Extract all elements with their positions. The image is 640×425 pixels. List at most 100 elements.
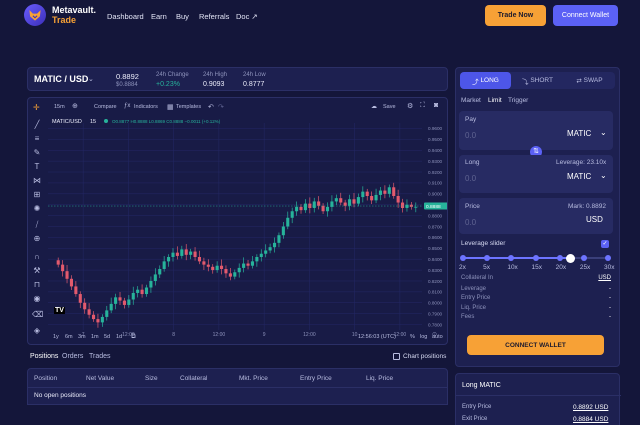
cloud-icon[interactable]: ☁ (371, 104, 377, 110)
candle-body (136, 289, 140, 293)
settings-gear-icon[interactable]: ⚙ (407, 103, 414, 110)
chevron-down-icon[interactable]: ⌄ (88, 76, 94, 83)
timeframe-3m[interactable]: 3m (78, 334, 86, 340)
candle-body (250, 261, 254, 266)
leverage-tick-label[interactable]: 10x (507, 264, 518, 271)
nav-dashboard[interactable]: Dashboard (107, 12, 144, 21)
price-field[interactable]: Price Mark: 0.8892 0.0 USD (459, 198, 613, 234)
leverage-tick-label[interactable]: 2x (459, 264, 466, 271)
pay-amount-input[interactable]: 0.0 (465, 131, 477, 140)
tab-trades[interactable]: Trades (89, 353, 111, 360)
timeframe-6m[interactable]: 6m (65, 334, 73, 340)
indicators-icon[interactable]: ƒx (124, 103, 131, 109)
add-compare-icon[interactable]: ⊕ (72, 103, 78, 110)
order-type-limit[interactable]: Limit (488, 97, 502, 104)
log-scale-toggle[interactable]: log (420, 334, 428, 340)
leverage-tick-label[interactable]: 20x (555, 264, 567, 271)
templates-icon[interactable]: ▦ (167, 104, 174, 111)
redo-icon[interactable]: ↷ (218, 104, 224, 111)
leverage-tick-dot[interactable] (605, 255, 611, 261)
trash-icon[interactable]: ⌫ (32, 310, 44, 319)
pay-token-select[interactable]: MATIC (567, 129, 592, 138)
zoom-icon[interactable]: ⊕ (33, 234, 41, 243)
percent-scale-toggle[interactable]: % (410, 334, 415, 340)
pattern-icon[interactable]: ⋈ (33, 176, 41, 185)
horizontal-lines-icon[interactable]: ≡ (34, 134, 40, 143)
tab-swap[interactable]: ⇄ SWAP (564, 72, 615, 89)
tab-short[interactable]: ⤵ SHORT (512, 72, 563, 89)
undo-icon[interactable]: ↶ (208, 104, 214, 111)
leverage-toggle-checkbox[interactable]: ✓ (601, 240, 609, 248)
leverage-tick-dot[interactable] (532, 255, 539, 261)
leverage-tick-label[interactable]: 30x (604, 264, 615, 271)
collateral-select[interactable]: USD (598, 275, 611, 281)
shapes-icon[interactable]: ✺ (33, 204, 41, 213)
leverage-tick-label[interactable]: 5x (483, 264, 491, 271)
nav-buy[interactable]: Buy (176, 12, 189, 21)
leverage-tick-label[interactable]: 15x (531, 264, 542, 271)
order-type-trigger[interactable]: Trigger (508, 97, 529, 104)
timeframe-1m[interactable]: 1m (91, 334, 99, 340)
eye-icon[interactable]: ◉ (33, 294, 41, 303)
camera-icon[interactable]: ◙ (434, 102, 439, 109)
tab-positions[interactable]: Positions (30, 353, 59, 360)
nav-earn[interactable]: Earn (151, 12, 167, 21)
timeframe-1y[interactable]: 1y (53, 334, 59, 340)
brush-icon[interactable]: ✎ (33, 148, 41, 157)
leverage-tick-label[interactable]: 25x (579, 264, 591, 271)
leverage-tick-dot[interactable] (556, 255, 563, 261)
price-chart[interactable]: ✛ 15m ⊕ Compare ƒx Indicators ▦ Template… (27, 97, 448, 345)
price-input[interactable]: 0.0 (465, 218, 477, 227)
timeframe-1d[interactable]: 1d (116, 334, 123, 340)
connect-wallet-button[interactable]: CONNECT WALLET (467, 335, 604, 355)
lock-drawing-icon[interactable]: ⚒ (33, 266, 41, 275)
candle-body (69, 278, 73, 287)
long-token-select[interactable]: MATIC (567, 172, 592, 181)
nav-referrals[interactable]: Referrals (199, 12, 230, 21)
trade-now-button[interactable]: Trade Now (485, 5, 546, 26)
leverage-slider-handle[interactable] (566, 254, 576, 263)
goto-date-icon[interactable]: ⧉ (131, 333, 136, 340)
y-tick-label: 0.8100 (428, 290, 442, 295)
leverage-value: - (609, 286, 611, 292)
measure-icon[interactable]: ⊞ (33, 190, 41, 199)
candle-body (255, 257, 259, 262)
candle-body (295, 206, 299, 212)
order-type-market[interactable]: Market (461, 97, 481, 104)
text-tool-icon[interactable]: T (34, 162, 40, 171)
pay-field[interactable]: Pay 0.0 MATIC ⌄ (459, 111, 613, 150)
indicators-button[interactable]: Indicators (134, 104, 158, 110)
y-tick-label: 0.9300 (428, 159, 442, 164)
leverage-tick-dot[interactable] (508, 255, 515, 261)
auto-scale-toggle[interactable]: auto (432, 334, 443, 340)
leverage-tick-dot[interactable] (484, 255, 491, 261)
lock-icon[interactable]: ⊓ (33, 280, 41, 289)
nav-doc[interactable]: Doc ↗ (236, 12, 258, 21)
long-field[interactable]: Long Leverage: 23.10x 0.0 MATIC ⌄ (459, 155, 613, 193)
chevron-down-icon[interactable]: ⌄ (600, 128, 607, 137)
header-connect-wallet-button[interactable]: Connect Wallet (553, 5, 618, 26)
brand-logo[interactable] (24, 4, 46, 26)
leverage-tick-dot[interactable] (460, 255, 466, 261)
long-amount-input[interactable]: 0.0 (465, 174, 477, 183)
y-tick-label: 0.7900 (428, 311, 442, 316)
pair-selector[interactable]: MATIC / USD (34, 74, 89, 84)
interval-button[interactable]: 15m (54, 104, 65, 110)
candlestick-plot[interactable]: 0.9600 0.9500 0.9400 0.9300 0.9200 0.9100 0.90… (46, 113, 448, 345)
leverage-tick-dot[interactable] (580, 255, 587, 261)
chevron-down-icon[interactable]: ⌄ (600, 171, 607, 180)
layers-icon[interactable]: ◈ (33, 326, 41, 335)
crosshair-icon[interactable]: ✛ (33, 103, 40, 112)
timeframe-5d[interactable]: 5d (104, 334, 111, 340)
compare-button[interactable]: Compare (94, 104, 117, 110)
magnet-icon[interactable]: ∩ (34, 252, 40, 261)
trend-line-icon[interactable]: ╱ (34, 120, 40, 129)
chart-positions-checkbox[interactable] (393, 353, 400, 360)
ruler-icon[interactable]: ⧸ (35, 220, 39, 229)
save-button[interactable]: Save (383, 104, 396, 110)
collateral-label: Collateral In (461, 275, 494, 281)
tab-long[interactable]: ⤴ LONG (460, 72, 511, 89)
fullscreen-icon[interactable]: ⛶ (420, 102, 425, 109)
tab-orders[interactable]: Orders (62, 353, 84, 360)
templates-button[interactable]: Templates (176, 104, 202, 110)
